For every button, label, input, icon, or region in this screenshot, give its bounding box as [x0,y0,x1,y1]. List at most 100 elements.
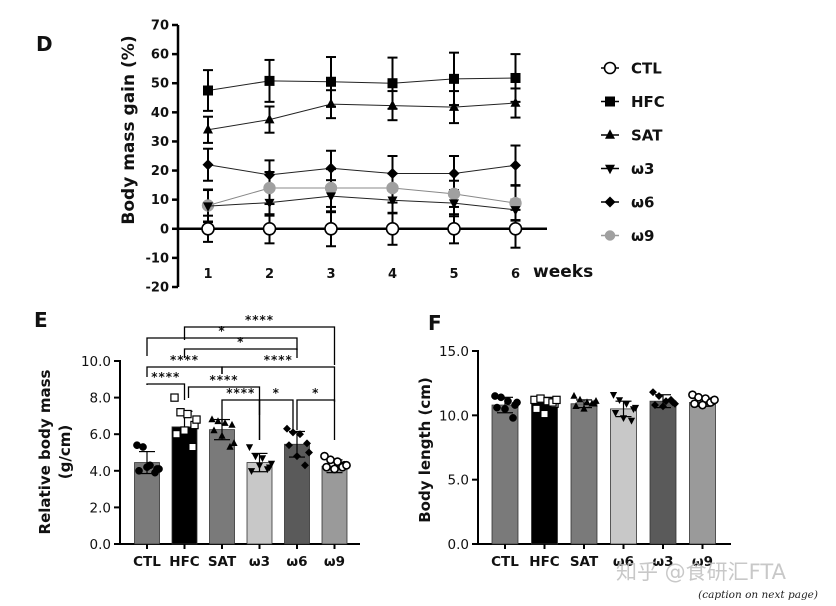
d-legend-label: ω6 [631,194,654,212]
data-point-CTL [143,463,151,471]
d-data-point [386,181,399,195]
sig-bracket-ω6-ω9: * [296,386,336,440]
data-point-ω3 [245,444,254,452]
d-series-ω6 [202,159,521,181]
data-point-SAT [588,399,596,407]
e-chart-x-tick-label: SAT [208,554,237,570]
d-legend-item-ω6: ω6 [601,194,654,212]
data-point-HFC [540,409,549,419]
d-series-line [207,77,516,91]
data-point-ω3 [659,402,667,411]
data-point-ω9 [710,395,719,405]
d-data-point [387,99,398,110]
sig-label: * [312,386,319,400]
d-data-point [325,162,337,174]
e-chart-x-tick-label: ω6 [286,554,307,570]
bar-CTL [491,404,519,545]
data-point-SAT [580,404,588,412]
d-errorbars-ω3 [203,179,521,224]
e-chart-y-tick-label: 0.0 [90,537,111,553]
d-errorbars-ω6 [203,144,521,192]
data-point-ω9 [690,399,699,409]
caption-note: (caption on next page) [698,589,818,601]
data-point-ω6 [301,461,309,470]
d-legend-marker [605,129,615,139]
data-point-SAT [208,415,216,423]
data-point-ω6 [293,452,301,461]
f-chart-y-tick-label: 10.0 [439,408,469,424]
sig-label: **** [209,373,238,387]
data-point-SAT [576,395,584,403]
f-chart-y-tick-label: 15.0 [439,344,469,360]
f-chart-y-tick-label: 0.0 [448,537,469,553]
data-point-CTL [135,466,143,475]
data-point-CTL [155,465,163,473]
data-point-ω6 [609,392,618,399]
d-data-point [326,98,336,108]
d-legend-label: CTL [631,60,662,78]
data-point-HFC [536,394,545,403]
d-x-tick-label: 4 [388,267,397,282]
d-data-point [387,196,398,206]
d-data-point [510,159,521,171]
data-point-CTL [501,405,509,413]
d-data-point [201,221,215,236]
e-y-axis-title-line1: Relative body mass [36,370,54,535]
d-y-tick-label: 0 [160,222,169,237]
d-data-point [264,169,275,181]
data-point-ω9 [698,400,707,410]
sig-label: * [273,386,280,400]
bar-HFC [531,402,558,545]
data-point-ω3 [671,399,679,408]
sig-label: * [237,335,244,349]
d-data-point [387,167,398,179]
data-point-SAT [572,402,580,410]
sig-bracket-line [183,348,298,358]
data-point-SAT [583,398,591,406]
data-point-SAT [570,391,578,399]
bar-ω3 [246,462,273,545]
data-point-ω9 [342,460,351,470]
sig-bracket-HFC-ω6: * [183,335,298,358]
panel-f-bar-chart: F Body length (cm) 0.0 5.0 10.0 15.0 CTL HFC S… [416,311,731,570]
d-y-tick-label: 10 [151,193,169,208]
data-point-ω3 [251,453,260,461]
e-chart-x-tick-label: HFC [169,554,200,570]
d-x-tick-label: 1 [203,267,212,282]
data-point-ω6 [296,430,304,439]
data-point-HFC [552,395,561,405]
d-data-point [326,192,336,202]
data-point-ω6 [611,410,620,417]
data-point-ω3 [247,468,256,475]
e-chart-y-tick-label: 8.0 [90,391,111,407]
data-point-ω3 [651,401,659,409]
sig-bracket-line [221,366,336,402]
d-legend-label: ω3 [631,160,654,178]
sig-label: **** [170,353,199,367]
sig-label: **** [226,386,255,400]
d-data-point [262,221,277,236]
f-chart-x-tick-label: ω9 [692,554,713,570]
d-data-point [508,221,523,236]
data-point-HFC [176,408,185,417]
d-data-point [326,76,336,87]
data-point-ω6 [622,401,631,408]
e-chart-x-tick-label: ω3 [249,554,270,570]
data-point-HFC [192,415,201,424]
data-point-CTL [493,403,501,412]
d-series-line [207,164,516,176]
f-y-axis-title: Body length (cm) [416,377,434,523]
d-x-tick-label: 5 [449,267,458,282]
data-point-ω6 [615,397,624,405]
d-legend: CTL HFC SAT ω3 ω6 ω9 [601,60,665,245]
d-x-tick-label: 3 [326,267,335,282]
data-point-HFC [170,393,179,402]
d-x-tick-label: 2 [265,267,274,282]
d-legend-item-ω9: ω9 [601,227,654,245]
data-point-SAT [214,417,222,425]
data-point-CTL [504,397,512,406]
data-point-CTL [497,393,505,402]
d-data-point [203,202,213,212]
e-chart-x-tick-label: CTL [133,554,161,570]
f-chart-x-tick-label: ω3 [652,554,673,570]
